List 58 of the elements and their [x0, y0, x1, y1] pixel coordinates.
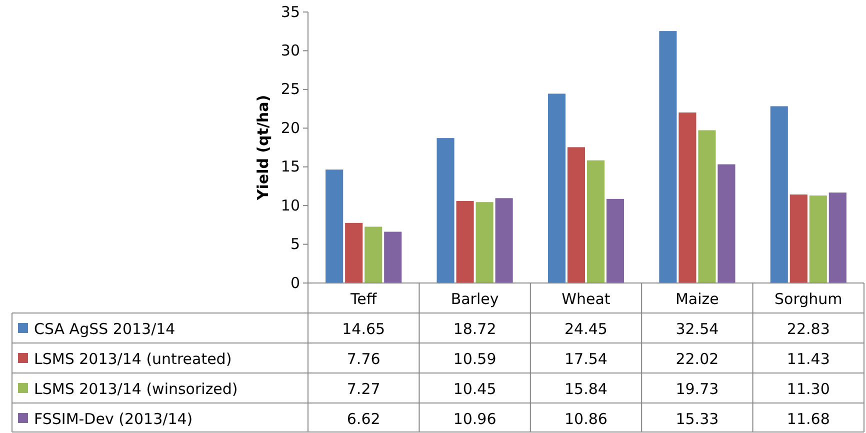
bar: [384, 232, 402, 283]
data-label: 11.68: [786, 410, 830, 428]
data-label: 10.86: [564, 410, 608, 428]
bar: [718, 164, 736, 283]
y-axis-title: Yield (qt/ha): [254, 94, 272, 202]
data-label: 6.62: [346, 410, 380, 428]
data-label: 18.72: [453, 320, 496, 338]
y-tick-label: 25: [280, 80, 300, 98]
legend-label: LSMS 2013/14 (untreated): [34, 350, 232, 368]
x-tick-label: Barley: [450, 290, 499, 308]
bar: [586, 160, 605, 283]
bar: [828, 192, 846, 283]
data-label: 11.30: [786, 380, 830, 398]
bar: [659, 31, 677, 283]
data-label: 15.84: [564, 380, 608, 398]
bar: [548, 94, 566, 283]
y-tick-label: 5: [290, 235, 300, 254]
bar: [809, 196, 827, 283]
bar: [698, 130, 716, 283]
data-label: 24.45: [564, 320, 608, 338]
data-label: 14.65: [342, 320, 386, 338]
bar: [345, 222, 363, 283]
x-tick-label: Maize: [675, 290, 719, 308]
bar: [495, 198, 513, 283]
data-label: 15.33: [676, 410, 719, 428]
x-tick-label: Sorghum: [774, 290, 842, 308]
bar: [456, 201, 474, 283]
data-label: 11.43: [786, 350, 830, 368]
legend-label: CSA AgSS 2013/14: [34, 320, 176, 338]
y-tick-label: 20: [280, 118, 300, 137]
bar: [326, 170, 344, 283]
y-tick-label: 30: [280, 42, 300, 60]
bar: [567, 147, 586, 283]
y-tick-label: 35: [280, 2, 300, 21]
data-label: 7.76: [346, 350, 380, 368]
data-label: 10.96: [453, 410, 496, 428]
data-label: 7.27: [346, 380, 380, 398]
data-label: 10.45: [453, 380, 496, 398]
x-tick-label: Teff: [350, 290, 378, 308]
data-label: 32.54: [676, 320, 719, 338]
data-label: 19.73: [676, 380, 719, 398]
legend-label: LSMS 2013/14 (winsorized): [34, 380, 238, 398]
bar: [476, 202, 494, 283]
bar: [436, 138, 454, 283]
bar: [678, 112, 696, 283]
data-label: 22.02: [676, 350, 719, 368]
y-tick-label: 10: [280, 196, 300, 214]
y-tick-label: 15: [280, 158, 300, 176]
bar: [606, 198, 624, 283]
x-tick-label: Wheat: [562, 290, 610, 308]
y-tick-label: 0: [290, 274, 300, 292]
bar: [364, 226, 382, 283]
data-label: 17.54: [564, 350, 608, 368]
data-label: 10.59: [453, 350, 496, 368]
data-label: 22.83: [786, 320, 830, 338]
bar: [770, 106, 788, 283]
legend-label: FSSIM-Dev (2013/14): [34, 410, 193, 428]
bar: [790, 194, 808, 283]
